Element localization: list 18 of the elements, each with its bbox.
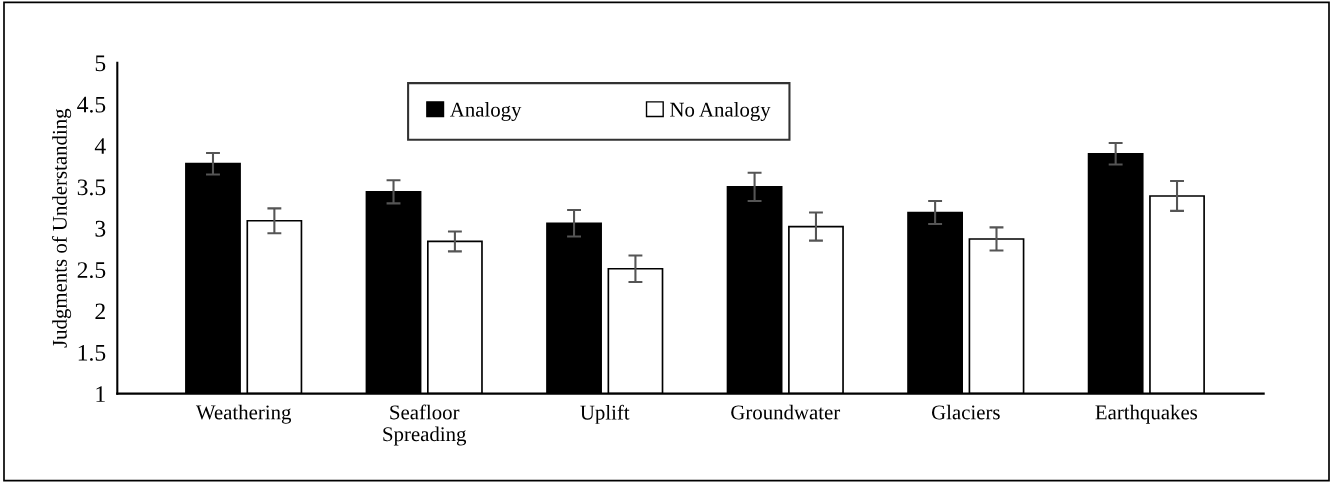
y-tick-label: 2.5 (77, 262, 106, 279)
x-tick-label: Earthquakes (1095, 404, 1198, 424)
x-tick-label: Weathering (195, 404, 292, 424)
x-tick-label: Seafloor Spreading (383, 404, 467, 446)
y-axis-title: Judgments of Understanding (51, 108, 72, 348)
y-tick-label: 2 (95, 303, 105, 320)
y-tick-label: 1.5 (78, 344, 106, 361)
y-tick-label: 3.5 (77, 179, 106, 196)
x-tick-label: Glaciers (931, 404, 1000, 420)
y-tick-label: 5 (95, 55, 106, 72)
legend-label: No Analogy (670, 102, 771, 121)
legend-label: Analogy (449, 102, 522, 121)
y-tick-label: 4.5 (77, 96, 106, 113)
x-tick-label: Uplift (580, 404, 630, 424)
y-tick-label: 1 (96, 386, 105, 402)
x-tick-label: Groundwater (731, 404, 841, 420)
y-tick-label: 3 (95, 220, 106, 237)
y-tick-label: 4 (94, 138, 106, 154)
